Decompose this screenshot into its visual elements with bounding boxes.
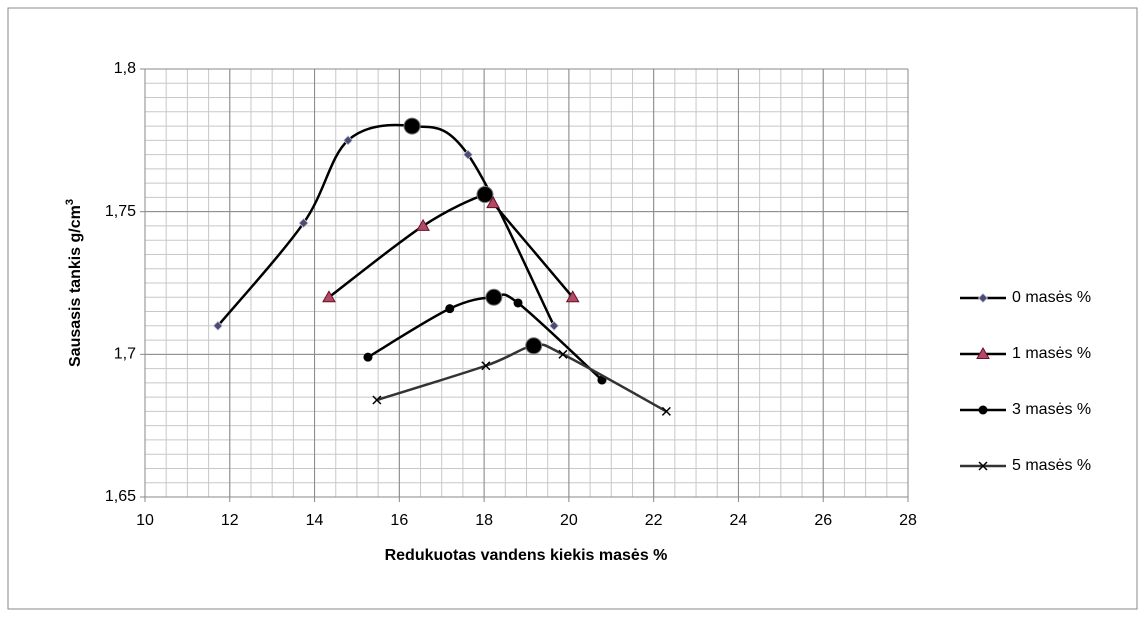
x-tick-label: 16: [390, 512, 408, 529]
peak-marker: [525, 337, 543, 355]
marker: [558, 349, 568, 359]
marker: [462, 149, 474, 160]
y-axis-label: Sausasis tankis g/cm3: [64, 199, 84, 367]
peak-marker: [485, 288, 503, 306]
legend-marker: [978, 461, 988, 471]
y-tick-label: 1,75: [105, 203, 136, 220]
y-tick-label: 1,8: [114, 60, 136, 77]
peak-marker: [403, 117, 421, 135]
x-tick-label: 26: [814, 512, 832, 529]
legend-label: 3 masės %: [1012, 401, 1091, 418]
marker: [322, 290, 336, 303]
legend-label: 0 masės %: [1012, 289, 1091, 306]
legend-marker: [978, 405, 988, 415]
y-axis-label-sup: 3: [64, 199, 76, 205]
marker: [486, 196, 500, 209]
marker: [513, 298, 523, 308]
x-tick-label: 10: [136, 512, 154, 529]
marker: [372, 395, 382, 405]
marker: [445, 304, 455, 314]
legend-marker: [977, 292, 989, 304]
marker: [416, 218, 430, 231]
marker: [565, 290, 580, 303]
legend-label: 1 masės %: [1012, 345, 1091, 362]
x-tick-label: 18: [475, 512, 493, 529]
marker: [298, 218, 309, 229]
marker: [548, 320, 560, 331]
y-tick-label: 1,7: [114, 346, 136, 363]
x-axis-label: Redukuotas vandens kiekis masės %: [385, 547, 668, 564]
legend-marker: [976, 346, 990, 359]
marker: [363, 352, 373, 362]
chart-frame: [7, 7, 1138, 610]
marker: [481, 361, 491, 371]
marker: [342, 135, 354, 146]
x-tick-label: 22: [645, 512, 663, 529]
marker: [661, 406, 671, 416]
y-axis-label-text: Sausasis tankis g/cm: [67, 205, 84, 367]
marker: [212, 320, 223, 331]
x-tick-label: 12: [221, 512, 239, 529]
x-tick-label: 20: [560, 512, 578, 529]
peak-marker: [476, 186, 494, 204]
legend-label: 5 masės %: [1012, 457, 1091, 474]
x-tick-label: 28: [899, 512, 917, 529]
x-tick-label: 14: [306, 512, 324, 529]
x-tick-label: 24: [730, 512, 748, 529]
y-tick-label: 1,65: [105, 488, 136, 505]
